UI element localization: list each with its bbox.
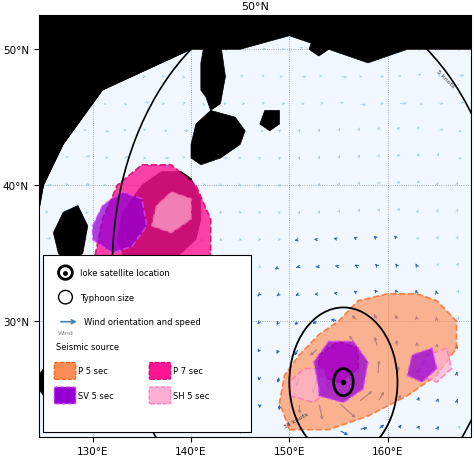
FancyBboxPatch shape xyxy=(54,363,76,380)
Polygon shape xyxy=(220,129,235,142)
Polygon shape xyxy=(201,37,226,111)
Polygon shape xyxy=(93,165,210,355)
Polygon shape xyxy=(112,256,142,280)
Polygon shape xyxy=(309,37,328,57)
FancyBboxPatch shape xyxy=(149,363,171,380)
Polygon shape xyxy=(280,294,456,430)
Text: Typhoon size: Typhoon size xyxy=(80,293,134,302)
Text: SH 5 sec: SH 5 sec xyxy=(173,391,210,400)
Text: P 5 sec: P 5 sec xyxy=(78,367,108,375)
Polygon shape xyxy=(191,111,245,165)
Polygon shape xyxy=(93,192,147,253)
Polygon shape xyxy=(407,348,437,382)
Polygon shape xyxy=(289,369,328,403)
Text: 34 knots: 34 knots xyxy=(283,411,310,429)
Polygon shape xyxy=(38,16,471,213)
Polygon shape xyxy=(152,192,191,233)
Polygon shape xyxy=(117,305,156,341)
Polygon shape xyxy=(93,274,115,308)
FancyBboxPatch shape xyxy=(149,387,171,404)
Polygon shape xyxy=(38,369,54,403)
Text: P 7 sec: P 7 sec xyxy=(173,367,203,375)
Polygon shape xyxy=(142,260,162,287)
Text: Seismic source: Seismic source xyxy=(56,342,119,351)
Text: 5 knots: 5 knots xyxy=(435,69,455,89)
Polygon shape xyxy=(54,206,88,267)
Polygon shape xyxy=(314,341,368,403)
Polygon shape xyxy=(319,341,358,382)
FancyBboxPatch shape xyxy=(43,256,251,432)
Polygon shape xyxy=(417,348,452,382)
FancyBboxPatch shape xyxy=(54,387,76,404)
Text: Wind: Wind xyxy=(58,330,74,336)
Polygon shape xyxy=(38,16,191,213)
Polygon shape xyxy=(117,172,201,274)
Text: 50°N: 50°N xyxy=(241,2,269,12)
Text: Ioke satellite location: Ioke satellite location xyxy=(80,269,170,278)
Polygon shape xyxy=(191,308,201,328)
Text: SV 5 sec: SV 5 sec xyxy=(78,391,114,400)
Text: Wind orientation and speed: Wind orientation and speed xyxy=(84,318,201,326)
Polygon shape xyxy=(260,111,280,132)
